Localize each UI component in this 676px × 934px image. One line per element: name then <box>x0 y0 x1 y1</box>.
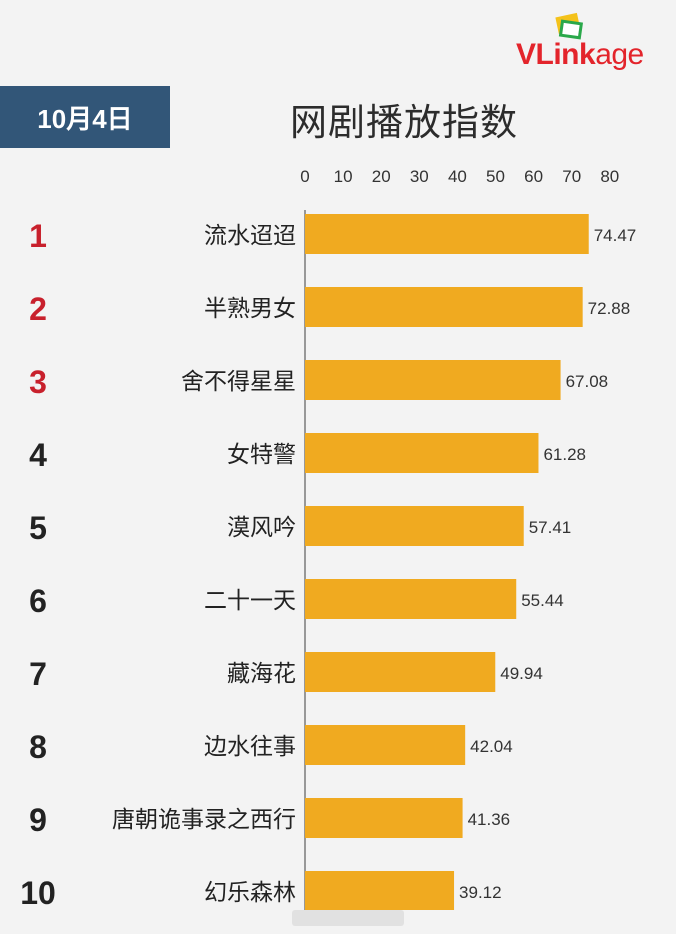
category-label: 边水往事 <box>204 734 296 760</box>
category-label: 流水迢迢 <box>204 223 296 249</box>
brand-name-bold: VLink <box>516 38 596 71</box>
chart-title: 网剧播放指数 <box>290 101 518 144</box>
bar <box>305 798 463 838</box>
date-badge: 10月4日 <box>0 86 170 148</box>
bar <box>305 506 524 546</box>
bar <box>305 360 561 400</box>
category-label: 幻乐森林 <box>204 880 296 906</box>
bar <box>305 652 496 692</box>
value-label: 42.04 <box>470 737 513 756</box>
value-label: 41.36 <box>468 810 511 829</box>
rank-number: 8 <box>29 729 47 765</box>
rank-number: 4 <box>29 437 47 473</box>
x-tick-label: 40 <box>448 167 467 186</box>
category-label: 二十一天 <box>204 588 296 614</box>
x-tick-label: 0 <box>300 167 309 186</box>
bar <box>305 871 455 910</box>
value-label: 67.08 <box>566 372 609 391</box>
brand-name: VLinkage <box>516 38 644 72</box>
x-tick-label: 10 <box>334 167 353 186</box>
bar <box>305 579 517 619</box>
value-label: 74.47 <box>594 226 637 245</box>
rank-number: 3 <box>29 364 47 400</box>
category-label: 漠风吟 <box>227 515 296 541</box>
x-tick-label: 30 <box>410 167 429 186</box>
rank-number: 6 <box>29 583 47 619</box>
rank-number: 2 <box>29 291 47 327</box>
x-tick-label: 60 <box>524 167 543 186</box>
vlinkage-logo: VLinkage <box>500 12 672 74</box>
rank-number: 10 <box>20 875 56 910</box>
rank-number: 9 <box>29 802 47 838</box>
bar <box>305 725 466 765</box>
value-label: 72.88 <box>588 299 631 318</box>
category-label: 舍不得星星 <box>181 369 296 395</box>
logo-mark-icon <box>555 12 584 40</box>
bar <box>305 287 583 327</box>
bar <box>305 433 539 473</box>
category-label: 唐朝诡事录之西行 <box>112 807 296 833</box>
x-tick-label: 50 <box>486 167 505 186</box>
value-label: 49.94 <box>500 664 543 683</box>
value-label: 55.44 <box>521 591 564 610</box>
rank-number: 7 <box>29 656 47 692</box>
value-label: 61.28 <box>543 445 586 464</box>
bar-chart: 0 10 20 30 40 50 60 70 80 74.47 流水迢迢 1 72.88 半熟男女 2 67.… <box>20 167 637 910</box>
x-tick-label: 70 <box>562 167 581 186</box>
watermark-blur <box>292 910 404 926</box>
x-tick-label: 80 <box>600 167 619 186</box>
rank-number: 1 <box>29 218 47 254</box>
category-label: 半熟男女 <box>204 296 296 322</box>
value-label: 57.41 <box>529 518 572 537</box>
brand-name-light: age <box>595 38 644 71</box>
category-label: 女特警 <box>227 442 296 468</box>
value-label: 39.12 <box>459 883 502 902</box>
rank-number: 5 <box>29 510 47 546</box>
category-label: 藏海花 <box>227 661 296 687</box>
x-tick-label: 20 <box>372 167 391 186</box>
bar <box>305 214 589 254</box>
